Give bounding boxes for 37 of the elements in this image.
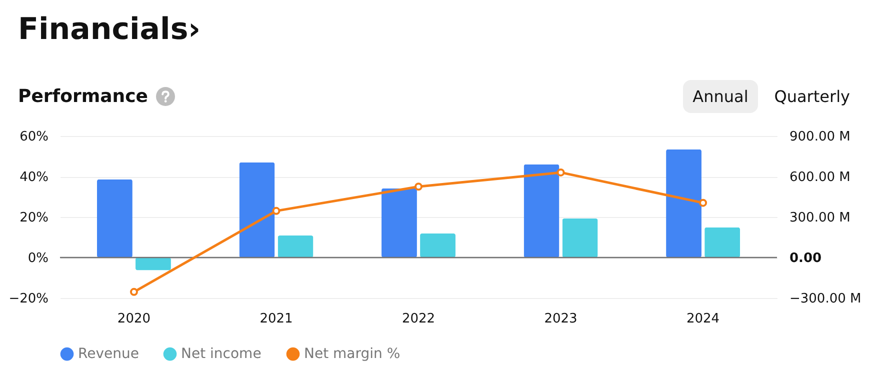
point [699, 198, 708, 207]
y2-tick-label: 0.00 [790, 251, 822, 266]
legend-label: Net margin % [304, 346, 400, 362]
bar [136, 258, 171, 270]
chart-title: Financials› [18, 12, 201, 47]
bar [562, 218, 598, 258]
bar [278, 235, 314, 258]
bar [420, 233, 456, 258]
y-tick-label: 0% [28, 251, 48, 266]
y-tick-label: 60% [20, 130, 48, 144]
point [556, 168, 565, 176]
text: Annual [682, 80, 758, 113]
x-tick-label: 2024 [686, 312, 720, 326]
x-tick-label: 2023 [544, 312, 578, 326]
bar [524, 164, 560, 258]
y-tick-label: 40% [20, 170, 48, 185]
y2-tick-label: 300.00 M [790, 210, 850, 226]
y-tick-label: 20% [20, 210, 48, 226]
legend-label: Revenue [78, 346, 139, 362]
bar [239, 162, 275, 258]
bar [382, 188, 417, 258]
x-tick-label: 2020 [117, 312, 151, 326]
point [272, 206, 280, 215]
x-tick-label: 2022 [402, 312, 436, 326]
text: Quarterly [773, 86, 851, 108]
x-tick-label: 2021 [260, 312, 293, 326]
point [414, 182, 422, 191]
bar [666, 149, 702, 258]
y2-tick-label: −300.00 M [790, 292, 862, 306]
bar [96, 179, 132, 258]
y-tick-label: −20% [8, 292, 48, 306]
legend-label: Net income [181, 346, 262, 362]
chart-subtitle: Performance [18, 86, 148, 107]
point [130, 288, 138, 296]
y2-tick-label: 900.00 M [790, 130, 850, 144]
y2-tick-label: 600.00 M [790, 170, 850, 185]
bar [704, 227, 740, 258]
